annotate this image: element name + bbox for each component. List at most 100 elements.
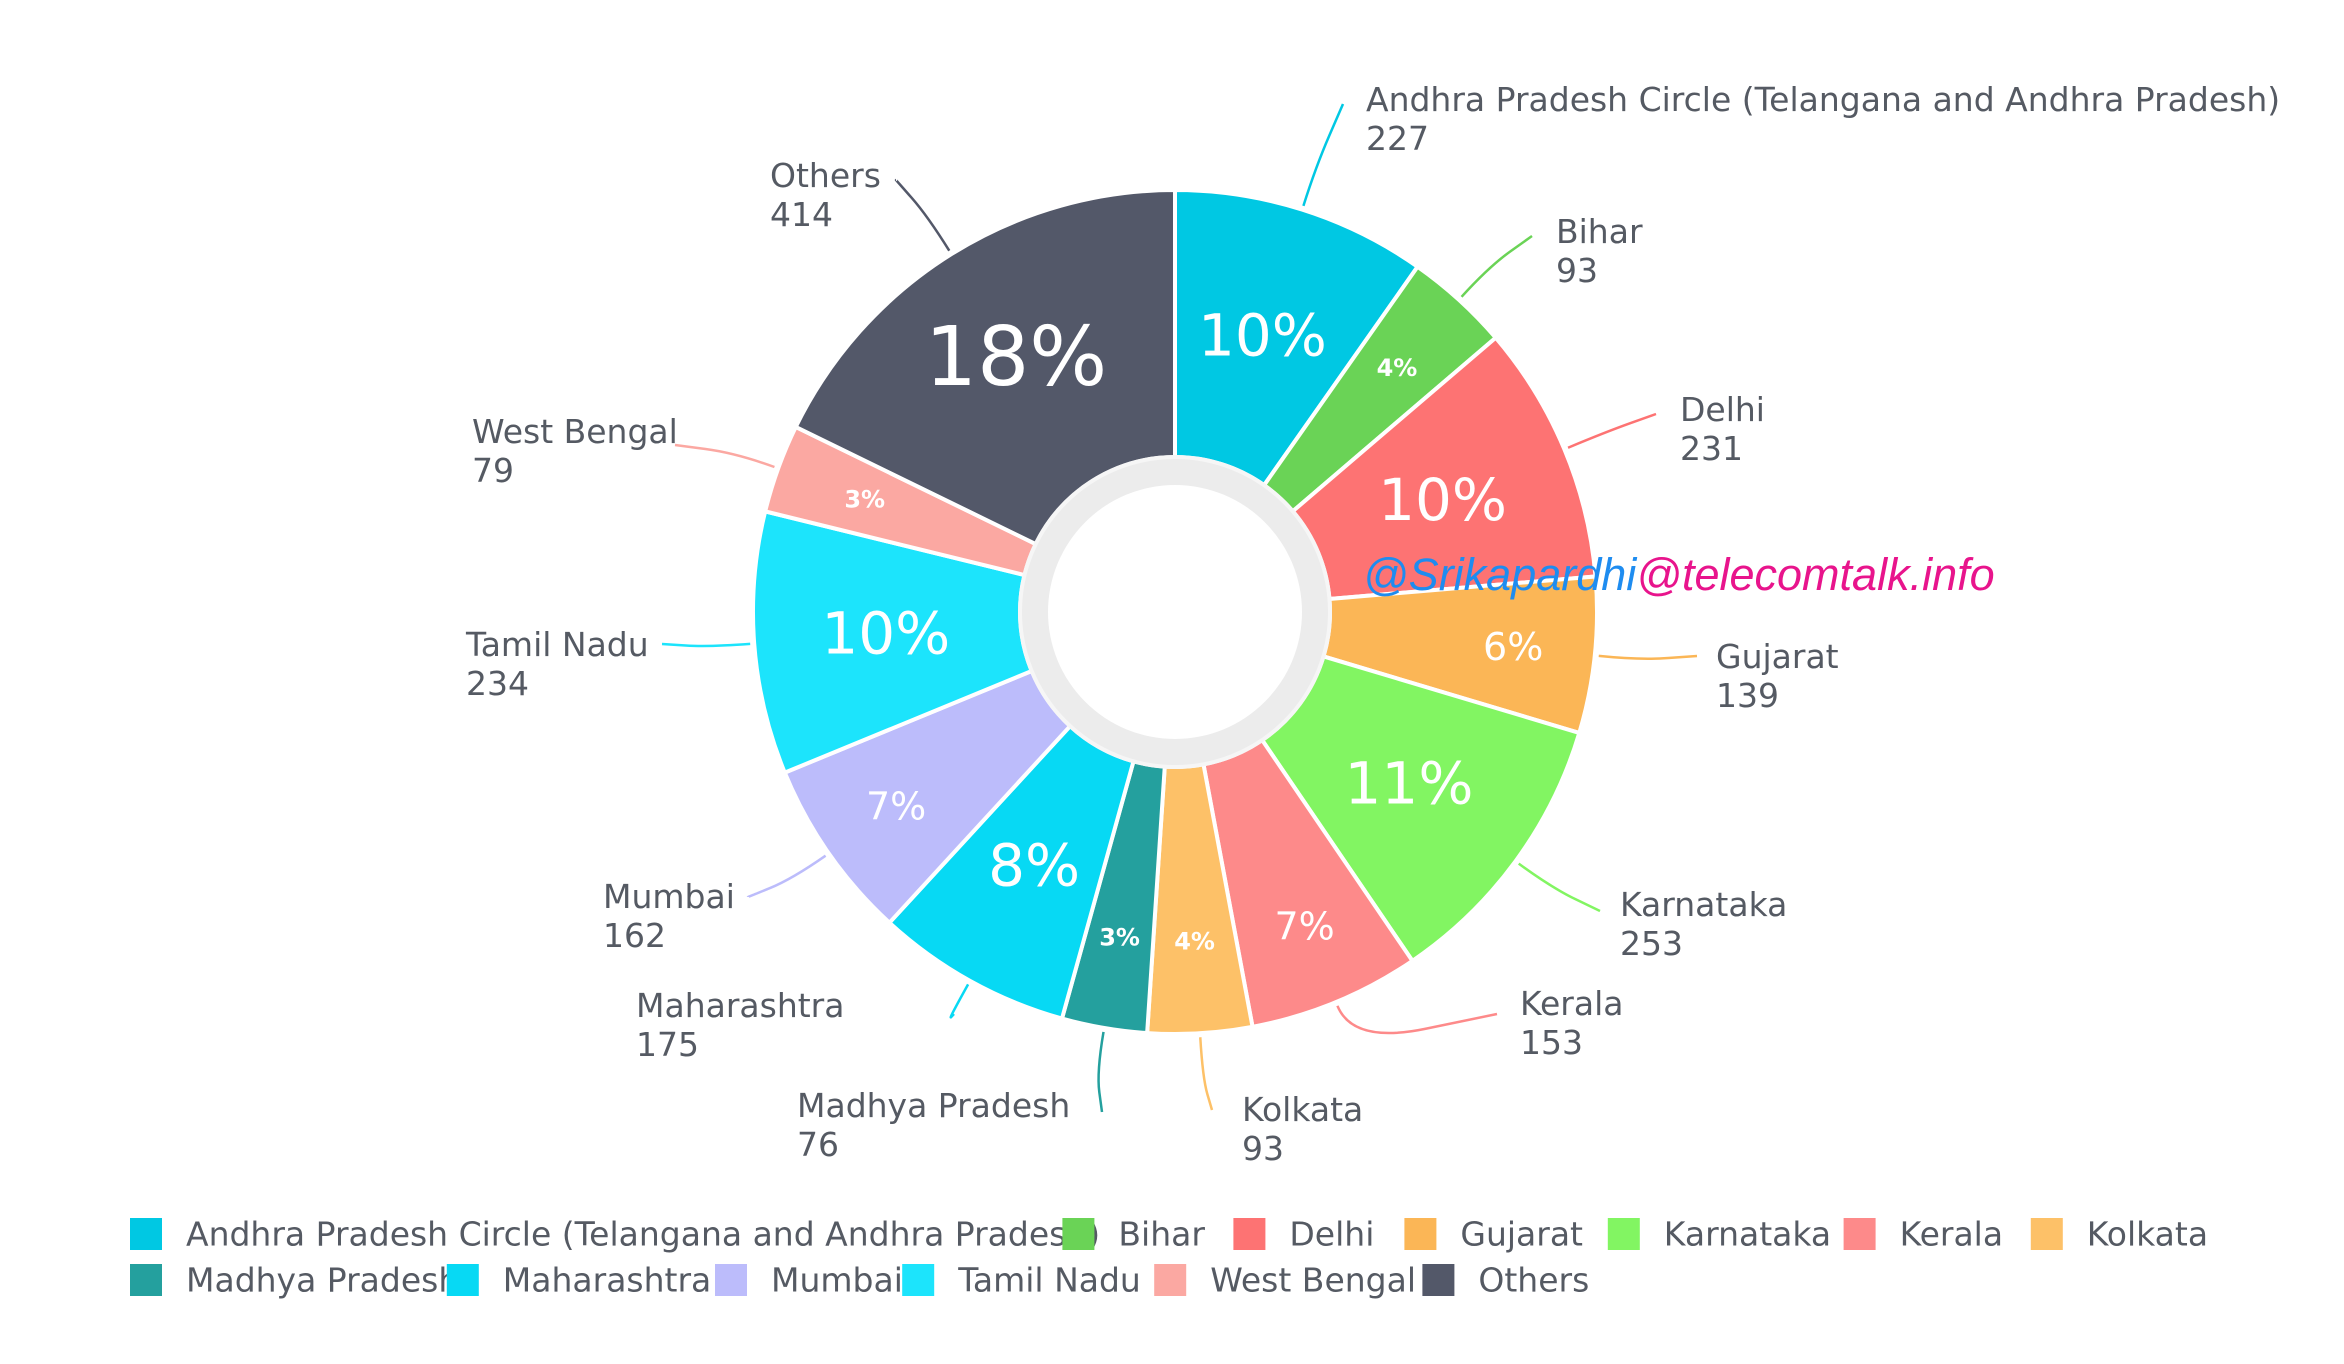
watermark-handle: @Srikapardhi xyxy=(1363,549,1638,600)
pct-label-west-bengal: 3% xyxy=(844,486,885,514)
legend: Andhra Pradesh Circle (Telangana and And… xyxy=(130,1215,2208,1300)
legend-item-others[interactable]: Others xyxy=(1422,1261,1589,1300)
connector-bihar xyxy=(1460,234,1534,298)
category-value-maharashtra: 175 xyxy=(636,1025,699,1064)
category-value-madhya-pradesh: 76 xyxy=(797,1125,839,1164)
connector-maharashtra xyxy=(949,983,970,1019)
category-value-gujarat: 139 xyxy=(1716,676,1779,715)
pct-label-delhi: 10% xyxy=(1378,466,1507,534)
legend-label: Andhra Pradesh Circle (Telangana and And… xyxy=(186,1215,1100,1254)
legend-item-madhya-pradesh[interactable]: Madhya Pradesh xyxy=(130,1261,459,1300)
connector-kerala xyxy=(1336,1005,1498,1035)
category-value-kerala: 153 xyxy=(1520,1023,1583,1062)
category-value-delhi: 231 xyxy=(1680,429,1743,468)
legend-item-bihar[interactable]: Bihar xyxy=(1062,1215,1205,1254)
legend-swatch xyxy=(2030,1218,2063,1250)
pct-label-madhya-pradesh: 3% xyxy=(1099,923,1140,951)
category-name-kolkata: Kolkata xyxy=(1242,1090,1363,1129)
legend-label: Gujarat xyxy=(1460,1215,1583,1254)
connector-tamil-nadu xyxy=(661,642,751,648)
pct-label-tamil-nadu: 10% xyxy=(821,600,950,668)
category-value-bihar: 93 xyxy=(1556,251,1598,290)
legend-swatch xyxy=(446,1264,479,1296)
legend-label: Bihar xyxy=(1118,1215,1205,1254)
pct-label-andhra-pradesh-circle-telangana-and-andhra-pradesh: 10% xyxy=(1198,301,1327,369)
legend-swatch xyxy=(1404,1218,1437,1250)
connector-others xyxy=(895,179,951,252)
pct-label-kerala: 7% xyxy=(1274,904,1334,948)
category-value-karnataka: 253 xyxy=(1620,924,1683,963)
legend-swatch xyxy=(1233,1218,1266,1250)
percentage-labels: 10% 4% 10% 6% 11% 7% 4% 3% 8% 7% 10% 3% 18% xyxy=(821,301,1543,955)
watermark-text: @Srikapardhi@telecomtalk.info xyxy=(1363,549,1995,600)
pct-label-gujarat: 6% xyxy=(1483,625,1543,669)
legend-swatch xyxy=(902,1264,935,1296)
legend-label: Delhi xyxy=(1289,1215,1374,1254)
category-name-tamil-nadu: Tamil Nadu xyxy=(465,625,649,664)
connector-kolkata xyxy=(1199,1037,1214,1111)
connector-delhi xyxy=(1567,412,1657,449)
legend-swatch xyxy=(715,1264,747,1296)
legend-item-kerala[interactable]: Kerala xyxy=(1843,1215,2003,1254)
donut-hole xyxy=(1048,485,1302,739)
category-name-karnataka: Karnataka xyxy=(1620,885,1787,924)
legend-item-tamil-nadu[interactable]: Tamil Nadu xyxy=(902,1261,1141,1300)
legend-swatch xyxy=(1843,1218,1876,1250)
category-value-tamil-nadu: 234 xyxy=(466,664,529,703)
pct-label-others: 18% xyxy=(925,310,1107,405)
legend-label: Others xyxy=(1478,1261,1589,1300)
watermark-site: @telecomtalk.info xyxy=(1636,549,1994,600)
category-value-kolkata: 93 xyxy=(1242,1129,1284,1168)
legend-swatch xyxy=(130,1264,162,1296)
connector-karnataka xyxy=(1517,862,1601,913)
category-value-mumbai: 162 xyxy=(603,916,666,955)
category-name-andhra-pradesh-circle-telangana-and-andhra-pradesh: Andhra Pradesh Circle (Telangana and And… xyxy=(1366,80,2280,119)
connector-andhra-pradesh-circle-telangana-and-andhra-pradesh xyxy=(1302,103,1345,207)
legend-swatch xyxy=(130,1218,162,1250)
legend-item-andhra-pradesh-circle-telangana-and-andhra-pradesh[interactable]: Andhra Pradesh Circle (Telangana and And… xyxy=(130,1215,1100,1254)
legend-swatch xyxy=(1154,1264,1187,1296)
category-name-maharashtra: Maharashtra xyxy=(636,986,844,1025)
category-name-bihar: Bihar xyxy=(1556,212,1643,251)
category-name-delhi: Delhi xyxy=(1680,390,1765,429)
legend-label: Mumbai xyxy=(771,1261,903,1300)
category-name-west-bengal: West Bengal xyxy=(472,412,678,451)
category-value-west-bengal: 79 xyxy=(472,451,514,490)
legend-label: Kolkata xyxy=(2087,1215,2208,1254)
legend-item-maharashtra[interactable]: Maharashtra xyxy=(446,1261,711,1300)
connector-madhya-pradesh xyxy=(1097,1031,1105,1114)
legend-swatch xyxy=(1607,1218,1640,1250)
legend-label: Madhya Pradesh xyxy=(186,1261,459,1300)
legend-label: West Bengal xyxy=(1210,1261,1416,1300)
legend-item-kolkata[interactable]: Kolkata xyxy=(2030,1215,2208,1254)
category-labels: Andhra Pradesh Circle (Telangana and And… xyxy=(465,80,2280,1168)
legend-item-mumbai[interactable]: Mumbai xyxy=(715,1261,903,1300)
legend-swatch xyxy=(1422,1264,1455,1296)
connector-gujarat xyxy=(1598,654,1698,660)
category-name-kerala: Kerala xyxy=(1520,984,1623,1023)
pct-label-bihar: 4% xyxy=(1377,354,1418,382)
legend-label: Tamil Nadu xyxy=(957,1261,1141,1300)
pct-label-kolkata: 4% xyxy=(1174,927,1215,955)
connector-west-bengal xyxy=(674,443,775,469)
connectors-layer xyxy=(661,103,1698,1114)
legend-item-west-bengal[interactable]: West Bengal xyxy=(1154,1261,1416,1300)
legend-label: Maharashtra xyxy=(503,1261,711,1300)
category-name-madhya-pradesh: Madhya Pradesh xyxy=(797,1086,1070,1125)
legend-item-gujarat[interactable]: Gujarat xyxy=(1404,1215,1583,1254)
legend-item-delhi[interactable]: Delhi xyxy=(1233,1215,1374,1254)
category-name-others: Others xyxy=(770,156,881,195)
connector-mumbai xyxy=(747,854,827,899)
category-value-andhra-pradesh-circle-telangana-and-andhra-pradesh: 227 xyxy=(1366,119,1429,158)
category-value-others: 414 xyxy=(770,195,833,234)
pct-label-mumbai: 7% xyxy=(866,785,926,829)
slices-layer xyxy=(751,187,1599,1036)
category-name-mumbai: Mumbai xyxy=(603,877,735,916)
legend-swatch xyxy=(1062,1218,1095,1250)
legend-label: Kerala xyxy=(1900,1215,2003,1254)
legend-item-karnataka[interactable]: Karnataka xyxy=(1607,1215,1831,1254)
legend-label: Karnataka xyxy=(1664,1215,1831,1254)
pct-label-maharashtra: 8% xyxy=(988,831,1080,899)
category-name-gujarat: Gujarat xyxy=(1716,637,1839,676)
